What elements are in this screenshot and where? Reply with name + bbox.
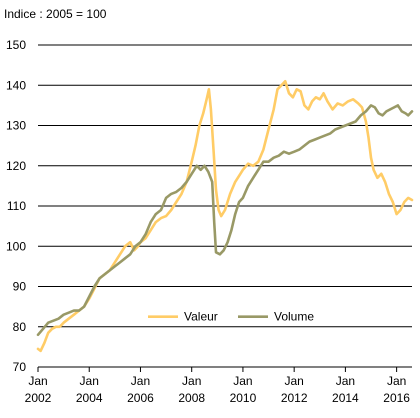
x-tick-label-year-2014: 2014 bbox=[332, 391, 359, 405]
y-tick-label-120: 120 bbox=[6, 159, 26, 173]
x-tick-label-month-2006: Jan bbox=[131, 374, 150, 388]
x-tick-label-year-2004: 2004 bbox=[76, 391, 103, 405]
y-tick-label-130: 130 bbox=[6, 119, 26, 133]
x-tick-label-year-2008: 2008 bbox=[178, 391, 205, 405]
x-tick-label-year-2010: 2010 bbox=[230, 391, 257, 405]
series-lines bbox=[36, 79, 414, 353]
y-tick-label-110: 110 bbox=[7, 199, 26, 213]
x-tick-label-month-2014: Jan bbox=[336, 374, 355, 388]
legend-label-volume: Volume bbox=[274, 310, 314, 324]
unit-label: Indice : 2005 = 100 bbox=[4, 7, 107, 21]
legend-label-valeur: Valeur bbox=[184, 310, 218, 324]
x-tick-label-month-2016: Jan bbox=[387, 374, 406, 388]
legend: Valeur Volume bbox=[148, 310, 314, 324]
y-tick-label-140: 140 bbox=[6, 78, 26, 92]
x-tick-label-year-2002: 2002 bbox=[25, 391, 52, 405]
y-tick-label-100: 100 bbox=[6, 239, 26, 253]
x-tick-label-month-2008: Jan bbox=[182, 374, 201, 388]
x-tick-label-month-2012: Jan bbox=[284, 374, 303, 388]
x-tick-label-year-2012: 2012 bbox=[281, 391, 308, 405]
x-tick-label-month-2002: Jan bbox=[28, 374, 47, 388]
x-axis: Jan 2002 Jan 2004 Jan 2006 Jan 2008 Jan 2010 Jan 20… bbox=[25, 367, 410, 405]
y-tick-label-90: 90 bbox=[13, 280, 27, 294]
x-tick-label-month-2010: Jan bbox=[233, 374, 252, 388]
y-tick-label-80: 80 bbox=[13, 320, 27, 334]
x-tick-label-year-2016: 2016 bbox=[383, 391, 410, 405]
y-tick-label-150: 150 bbox=[6, 38, 26, 52]
y-tick-label-70: 70 bbox=[13, 360, 27, 374]
y-axis-tick-labels: 70 80 90 100 110 120 130 140 150 bbox=[6, 38, 26, 374]
x-tick-label-year-2006: 2006 bbox=[127, 391, 154, 405]
x-tick-label-month-2004: Jan bbox=[80, 374, 99, 388]
series-line-volume bbox=[36, 104, 414, 337]
